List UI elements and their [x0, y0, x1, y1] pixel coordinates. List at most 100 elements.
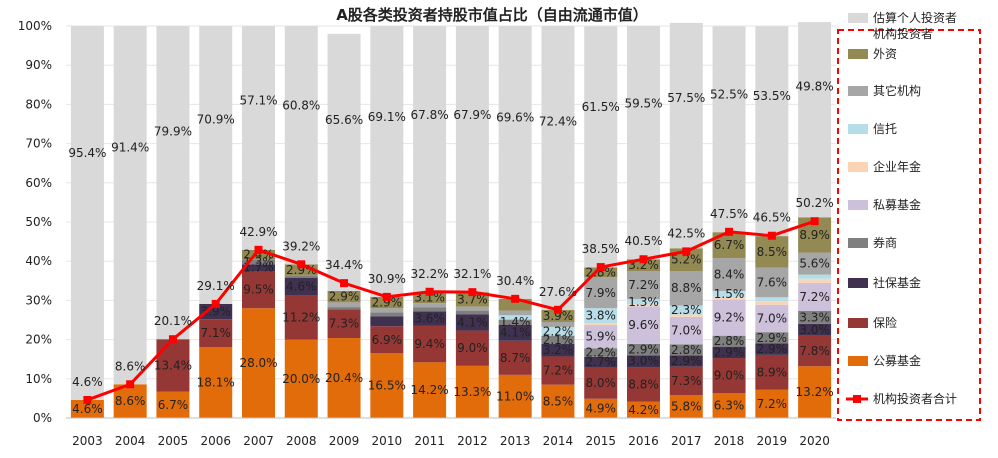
legend-swatch	[848, 162, 868, 172]
bar-segment	[498, 324, 532, 341]
data-label: 60.8%	[282, 98, 320, 112]
bar-segment	[669, 344, 703, 356]
data-label: 9.4%	[414, 337, 445, 351]
data-label: 7.9%	[585, 286, 616, 300]
data-label: 4.6%	[72, 402, 103, 416]
x-tick-label: 2020	[799, 434, 830, 448]
bar-segment	[156, 391, 190, 418]
bar-segment	[584, 323, 618, 326]
line-data-label: 30.4%	[496, 274, 534, 288]
data-label: 69.1%	[368, 110, 406, 124]
x-tick-label: 2018	[714, 434, 745, 448]
bar-segment	[755, 26, 789, 237]
bar-segment	[156, 26, 190, 340]
data-label: 8.9%	[757, 365, 788, 379]
data-label: 7.2%	[628, 278, 659, 292]
bar-segment	[669, 314, 703, 317]
bar-segment	[669, 355, 703, 367]
line-marker	[254, 245, 263, 254]
line-data-label: 32.1%	[453, 267, 491, 281]
data-label: 8.7%	[500, 351, 531, 365]
y-tick-label: 60%	[25, 176, 52, 190]
bar-segment	[199, 347, 233, 418]
bar-segment	[712, 296, 746, 300]
x-tick-label: 2004	[115, 434, 146, 448]
line-marker	[83, 395, 92, 404]
bar-segment	[455, 292, 489, 307]
line-data-label: 38.5%	[582, 242, 620, 256]
data-label: 3.6%	[414, 311, 445, 325]
data-label: 8.8%	[671, 281, 702, 295]
x-tick-label: 2012	[457, 434, 488, 448]
bar-segment	[70, 399, 104, 418]
y-tick-label: 0%	[33, 411, 52, 425]
data-label: 1.4%	[500, 315, 531, 329]
data-label: 20.0%	[282, 372, 320, 386]
line-data-label: 20.1%	[154, 314, 192, 328]
data-label: 4.1%	[457, 316, 488, 330]
bar-segment	[798, 282, 832, 311]
data-label: 2.9%	[329, 290, 360, 304]
bar-segment	[584, 356, 618, 368]
bar-segment	[455, 26, 489, 293]
legend-label: 社保基金	[873, 275, 921, 290]
data-label: 6.3%	[714, 399, 745, 413]
y-tick-label: 50%	[25, 215, 52, 229]
line-marker	[468, 288, 477, 297]
legend-swatch	[848, 49, 868, 59]
bar-segment	[584, 267, 618, 278]
y-axis: 0% 10% 20% 30% 40% 50% 60% 70% 80% 90% 100%	[18, 19, 52, 425]
bar-segment	[498, 298, 532, 311]
line-marker	[810, 217, 819, 226]
bar-segment	[627, 304, 660, 307]
bar-segment	[798, 22, 832, 218]
bar-segment	[712, 346, 746, 359]
data-label: 8.8%	[628, 377, 659, 391]
legend-header: 机构投资者	[873, 26, 933, 41]
bar-segment	[370, 312, 404, 317]
line-marker	[168, 335, 177, 344]
data-label: 1.3%	[628, 295, 659, 309]
bar-segment	[541, 321, 575, 328]
bar-segment	[669, 271, 703, 306]
x-tick-label: 2009	[329, 434, 360, 448]
data-label: 8.5%	[543, 394, 574, 408]
bar-segment	[627, 26, 660, 260]
bar-segment	[284, 339, 318, 418]
data-label: 2.2%	[585, 346, 616, 360]
bar-segment	[669, 395, 703, 418]
bar-segment	[627, 271, 660, 300]
bar-segment	[798, 274, 832, 279]
data-label: 3.7%	[457, 292, 488, 306]
bar-segment	[755, 304, 789, 333]
data-label: 3.8%	[585, 309, 616, 323]
data-label: 2.9%	[757, 342, 788, 356]
bar-segment	[584, 348, 618, 357]
line-marker	[639, 255, 648, 264]
data-label: 95.4%	[68, 146, 106, 160]
bar-segment	[755, 343, 789, 355]
data-label: 91.4%	[111, 140, 149, 154]
bar-segment	[327, 290, 361, 303]
data-label: 67.9%	[453, 108, 491, 122]
data-label: 9.6%	[628, 318, 659, 332]
line-data-label: 42.5%	[667, 226, 705, 240]
line-marker	[596, 263, 605, 272]
data-label: 11.0%	[496, 389, 534, 403]
x-tick-label: 2015	[585, 434, 616, 448]
legend-label: 机构投资者合计	[873, 391, 957, 406]
y-tick-label: 70%	[25, 137, 52, 151]
data-label: 5.6%	[799, 257, 830, 271]
bar-segment	[584, 367, 618, 399]
bar-segment	[712, 335, 746, 347]
x-tick-label: 2019	[757, 434, 788, 448]
data-label: 5.8%	[671, 400, 702, 414]
bar-segment	[413, 26, 447, 292]
bar-segment	[798, 310, 832, 324]
data-label: 52.5%	[710, 87, 748, 101]
data-label: 14.2%	[411, 383, 449, 397]
bar-segment	[669, 305, 703, 315]
data-label: 1.7%	[243, 261, 274, 275]
data-label: 57.5%	[667, 91, 705, 105]
bar-segment	[755, 267, 789, 298]
